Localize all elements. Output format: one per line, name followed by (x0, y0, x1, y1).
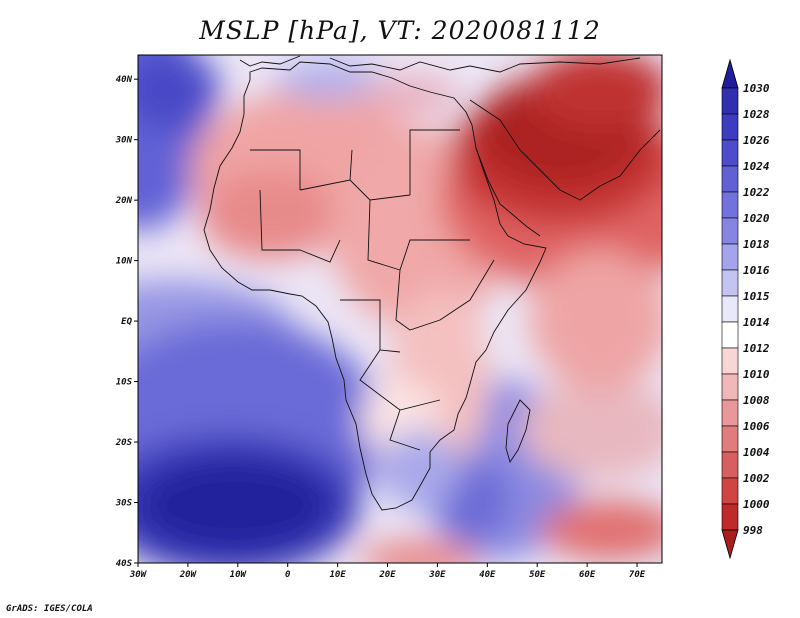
colorbar-label: 1018 (743, 238, 770, 251)
colorbar-swatch (721, 295, 739, 323)
colorbar: 1030 1028 1026 1024 1022 1020 1018 1016 1015 1014… (721, 58, 770, 560)
coastlines (203, 55, 661, 511)
lat-tick-label: 40N (116, 75, 133, 85)
arabia-coast (469, 99, 661, 201)
lon-tick-label: 20W (179, 570, 198, 580)
lat-tick-label: 30N (115, 136, 133, 146)
map-frame (137, 54, 663, 564)
colorbar-swatch (721, 347, 739, 375)
colorbar-label: 1012 (743, 342, 770, 355)
colorbar-label: 1026 (743, 134, 770, 147)
pressure-field (138, 55, 662, 563)
europe-coast (239, 55, 641, 73)
red-sea-coast (475, 147, 541, 237)
colorbar-label: 1004 (743, 446, 770, 459)
colorbar-label: 1016 (743, 264, 770, 277)
lat-tick-label: 40S (116, 559, 133, 569)
lon-tick-label: 40E (479, 570, 496, 580)
colorbar-swatch (721, 399, 739, 427)
lon-tick-label: 10W (230, 570, 248, 580)
colorbar-label: 1000 (743, 498, 770, 511)
lon-tick-label: 10E (329, 570, 346, 580)
colorbar-swatch (721, 425, 739, 453)
colorbar-top-arrow (721, 58, 739, 89)
colorbar-swatch (721, 451, 739, 479)
colorbar-swatch (721, 113, 739, 141)
colorbar-swatch (721, 373, 739, 401)
lon-tick-label: 60E (579, 570, 596, 580)
colorbar-swatch (721, 165, 739, 193)
lat-tick-label: 10N (116, 257, 133, 267)
colorbar-swatch (721, 191, 739, 219)
colorbar-bottom-arrow (721, 529, 739, 560)
lat-tick-label: 30S (115, 499, 133, 509)
lat-tick-label: 20N (115, 196, 133, 206)
colorbar-swatch (721, 243, 739, 271)
lon-tick-label: 20E (378, 570, 396, 580)
colorbar-swatch (721, 477, 739, 505)
colorbar-swatch (721, 269, 739, 297)
lat-tick-label: EQ (121, 317, 132, 327)
lat-tick-label: 20S (115, 438, 133, 448)
lon-tick-label: 0 (285, 570, 291, 580)
country-borders (250, 129, 495, 451)
latitude-axis: 40N 30N 20N 10N EQ 10S 20S 30S 40S (115, 75, 138, 569)
colorbar-swatch (721, 217, 739, 245)
colorbar-label: 1015 (743, 290, 770, 303)
colorbar-label: 1010 (743, 368, 770, 381)
colorbar-swatch (721, 139, 739, 167)
colorbar-label: 1028 (743, 108, 770, 121)
longitude-axis: 30W 20W 10W 0 10E 20E 30E 40E 50E 60E 70E (129, 563, 646, 580)
madagascar (505, 399, 531, 464)
colorbar-label: 1024 (743, 160, 770, 173)
colorbar-label: 1014 (743, 316, 770, 329)
map-title: MSLP [hPa], VT: 2020081112 (199, 16, 601, 45)
colorbar-swatch (721, 87, 739, 115)
lon-tick-label: 50E (529, 570, 546, 580)
lat-tick-label: 10S (116, 378, 133, 388)
grads-credit: GrADS: IGES/COLA (6, 604, 93, 614)
colorbar-swatch (721, 321, 739, 349)
colorbar-label: 1008 (743, 394, 770, 407)
colorbar-label: 1030 (743, 82, 770, 95)
colorbar-swatch (721, 503, 739, 531)
africa-coastline (203, 61, 547, 511)
colorbar-label: 1006 (743, 420, 770, 433)
colorbar-label: 1002 (743, 472, 770, 485)
colorbar-label: 998 (743, 524, 763, 537)
lon-tick-label: 70E (629, 570, 646, 580)
lon-tick-label: 30W (129, 570, 148, 580)
colorbar-label: 1020 (743, 212, 770, 225)
lon-tick-label: 30E (428, 570, 446, 580)
colorbar-label: 1022 (743, 186, 770, 199)
